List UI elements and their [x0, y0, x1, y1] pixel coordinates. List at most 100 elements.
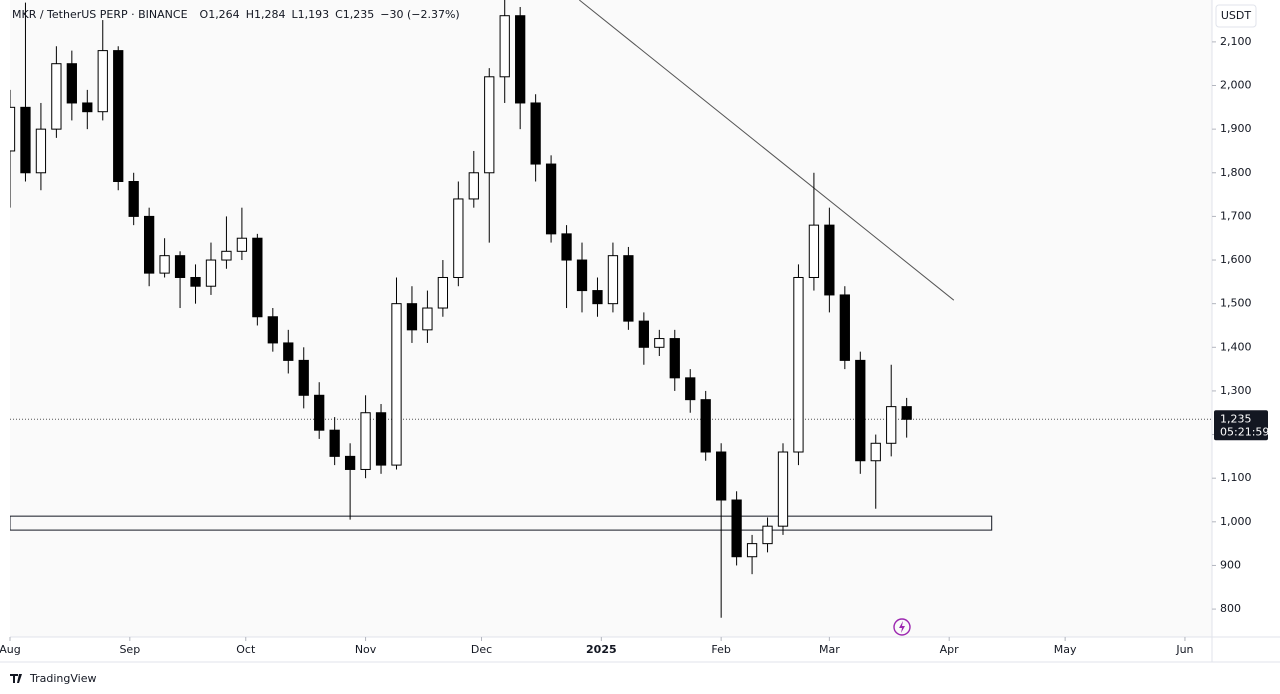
candle-body — [174, 255, 186, 278]
y-tick-label: 1,500 — [1220, 297, 1252, 310]
candle-body — [128, 181, 139, 217]
y-tick-label: 1,000 — [1220, 515, 1252, 528]
plot-area — [10, 0, 1212, 637]
x-tick-label: Mar — [819, 643, 840, 656]
candle-body — [113, 50, 124, 183]
candle-body — [97, 50, 108, 113]
candle-body — [793, 276, 804, 453]
y-tick-label: 900 — [1220, 558, 1241, 571]
header-item: −30 (−2.37%) — [380, 8, 459, 21]
x-tick-label: Dec — [471, 643, 492, 656]
candle-body — [375, 412, 387, 466]
x-tick-label: Feb — [711, 643, 730, 656]
candle-body — [607, 255, 619, 305]
y-tick-label: 1,100 — [1220, 471, 1252, 484]
y-tick-label: 1,700 — [1220, 209, 1252, 222]
axes: 8009001,0001,1001,2001,3001,4001,5001,60… — [0, 35, 1269, 656]
header-item: H1,284 — [246, 8, 286, 21]
candle-body — [10, 106, 16, 152]
candle-body — [592, 290, 603, 305]
header: MKR / TetherUS PERP · BINANCE O1,264 H1,28… — [12, 8, 460, 21]
candle-body — [190, 276, 201, 287]
candle-body — [468, 172, 479, 200]
last-price-box — [1214, 410, 1268, 441]
candle-body — [731, 499, 742, 558]
candle-body — [685, 377, 696, 401]
candle-body — [576, 259, 588, 292]
candle-body — [252, 237, 263, 318]
event-bolt — [899, 621, 905, 633]
x-tick-label: Oct — [236, 643, 256, 656]
y-tick-label: 2,100 — [1220, 35, 1252, 48]
candle-body — [221, 250, 232, 261]
x-tick-label: May — [1054, 643, 1077, 656]
candle-body — [886, 406, 897, 444]
candle-body — [159, 255, 170, 274]
candle-body — [205, 259, 217, 287]
candle-body — [267, 316, 278, 344]
candle-body — [422, 307, 433, 331]
y-tick-label: 800 — [1220, 602, 1241, 615]
candle-body — [360, 412, 371, 470]
candle-body — [314, 394, 325, 431]
countdown: 05:21:59 — [1220, 425, 1269, 438]
support-zone — [10, 515, 993, 531]
candle-body — [236, 237, 248, 252]
candle-body — [453, 198, 464, 278]
candle-body — [839, 294, 850, 361]
last-price-label: 1,235 — [1220, 412, 1252, 425]
plot — [10, 0, 1212, 618]
candle-body — [406, 303, 418, 331]
candle-body — [437, 276, 449, 309]
candle-body — [545, 163, 557, 235]
x-tick-label: Apr — [940, 643, 960, 656]
y-tick-label: 1,300 — [1220, 384, 1252, 397]
candle-body — [283, 342, 294, 361]
candle-body — [669, 338, 680, 379]
candle-body — [700, 399, 711, 453]
candle-body — [901, 406, 912, 420]
candle-body — [499, 15, 510, 78]
y-tick-label: 1,900 — [1220, 122, 1252, 135]
x-tick-label: 2025 — [586, 643, 617, 656]
y-tick-label: 1,600 — [1220, 253, 1252, 266]
candle-body — [20, 106, 31, 174]
candle-body — [329, 429, 340, 457]
candle-body — [35, 128, 47, 174]
header-item: L1,193 — [291, 8, 329, 21]
candle-body — [51, 63, 62, 130]
candle-body — [855, 359, 866, 462]
candle-body — [623, 255, 634, 322]
candle-body — [870, 442, 881, 462]
candle-body — [144, 215, 155, 274]
x-tick-label: Nov — [355, 643, 377, 656]
candle-body — [808, 224, 820, 278]
candle-body — [638, 320, 649, 348]
candle-body — [298, 359, 309, 396]
brand-logo — [10, 674, 22, 683]
event-icon[interactable] — [893, 618, 911, 636]
candle-body — [746, 543, 758, 558]
header-item: O1,264 — [200, 8, 240, 21]
x-tick-label: Aug — [0, 643, 21, 656]
currency-box — [1215, 4, 1257, 28]
candle-body — [484, 76, 495, 174]
candle-body — [344, 455, 356, 470]
candle-body — [66, 63, 77, 104]
candle-body — [762, 525, 773, 545]
header-item: C1,235 — [335, 8, 374, 21]
y-tick-label: 2,000 — [1220, 79, 1252, 92]
candle-body — [654, 338, 665, 348]
brand: TradingView — [29, 672, 96, 685]
header-item: MKR / TetherUS PERP · BINANCE — [12, 8, 188, 21]
candle-body — [561, 233, 572, 261]
y-tick-label: 1,400 — [1220, 340, 1252, 353]
candle-body — [530, 102, 541, 165]
x-tick-label: Jun — [1175, 643, 1193, 656]
y-tick-label: 1,800 — [1220, 166, 1252, 179]
x-tick-label: Sep — [119, 643, 140, 656]
currency: USDT — [1221, 9, 1252, 22]
trendline — [578, 0, 955, 301]
